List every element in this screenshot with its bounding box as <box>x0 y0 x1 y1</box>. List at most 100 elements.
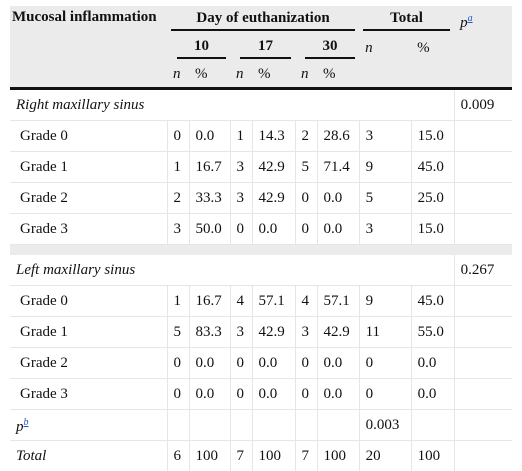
cell-p-empty <box>454 316 513 348</box>
row-label: Grade 3 <box>10 213 168 245</box>
cell-d10-pct: 0.0 <box>189 347 231 379</box>
footnote-b-link[interactable]: b <box>23 417 29 428</box>
cell-d10-pct: 16.7 <box>189 285 231 317</box>
day-17-label: 17 <box>240 38 291 59</box>
total-d10-pct: 100 <box>189 440 231 471</box>
section-header-row: Right maxillary sinus 0.009 <box>10 88 513 121</box>
pb-value: 0.003 <box>359 409 412 441</box>
table-row: Grade 1 1 16.7 3 42.9 5 71.4 9 45.0 <box>10 151 513 183</box>
cell-d10-n: 0 <box>167 120 190 152</box>
table-row: Grade 2 0 0.0 0 0.0 0 0.0 0 0.0 <box>10 347 513 379</box>
cell-p-empty <box>454 120 513 152</box>
pb-empty <box>295 409 318 441</box>
cell-tot-n: 3 <box>359 213 412 245</box>
cell-d10-n: 2 <box>167 182 190 214</box>
total-label: Total <box>10 440 168 471</box>
footnote-a-link[interactable]: a <box>467 12 473 24</box>
header-blank <box>10 35 167 61</box>
cell-p-empty <box>454 347 513 379</box>
cell-d30-n: 0 <box>295 182 318 214</box>
cell-d30-pct: 71.4 <box>317 151 360 183</box>
day-30-label: 30 <box>305 38 356 59</box>
section-p-value: 0.009 <box>453 88 513 121</box>
header-row-3: n % n % n % <box>10 61 513 90</box>
pb-label: pb <box>10 409 168 441</box>
cell-d17-pct: 42.9 <box>252 182 296 214</box>
cell-d10-pct: 0.0 <box>189 120 231 152</box>
section-gap <box>10 244 513 255</box>
cell-d10-n: 0 <box>167 378 190 410</box>
cell-tot-pct: 15.0 <box>411 213 455 245</box>
cell-d30-pct: 0.0 <box>317 378 360 410</box>
cell-d30-pct: 0.0 <box>317 182 360 214</box>
pb-row: pb 0.003 <box>10 409 513 441</box>
cell-d17-n: 3 <box>230 151 253 183</box>
cell-tot-pct: 55.0 <box>411 316 455 348</box>
day-group-header: Day of euthanization <box>167 6 360 35</box>
cell-d30-pct: 0.0 <box>317 347 360 379</box>
cell-d10-pct: 83.3 <box>189 316 231 348</box>
cell-p-empty <box>454 182 513 214</box>
cell-d10-pct: 50.0 <box>189 213 231 245</box>
section-title: Left maxillary sinus <box>10 255 455 286</box>
total-n-header: n <box>359 35 412 61</box>
table-row: Grade 2 2 33.3 3 42.9 0 0.0 5 25.0 <box>10 182 513 214</box>
cell-d30-n: 0 <box>295 378 318 410</box>
cell-d30-pct: 0.0 <box>317 213 360 245</box>
row-label: Grade 0 <box>10 285 168 317</box>
day-group-label: Day of euthanization <box>171 10 356 31</box>
cell-d30-n: 3 <box>295 316 318 348</box>
p-header: pa <box>454 6 513 35</box>
cell-d10-pct: 0.0 <box>189 378 231 410</box>
cell-d30-n: 2 <box>295 120 318 152</box>
pb-empty <box>317 409 360 441</box>
gap-cell <box>10 244 513 255</box>
cell-d17-pct: 42.9 <box>252 316 296 348</box>
cell-d30-pct: 57.1 <box>317 285 360 317</box>
row-label: Grade 1 <box>10 151 168 183</box>
section-title: Right maxillary sinus <box>10 88 455 121</box>
row-label: Grade 0 <box>10 120 168 152</box>
pb-empty <box>189 409 231 441</box>
header-blank-tn <box>359 61 412 90</box>
day-10-header: 10 <box>167 35 230 61</box>
cell-p-empty <box>454 378 513 410</box>
section-p-value: 0.267 <box>453 255 513 286</box>
cell-d30-pct: 28.6 <box>317 120 360 152</box>
table-row: Grade 3 0 0.0 0 0.0 0 0.0 0 0.0 <box>10 378 513 410</box>
cell-d17-pct: 0.0 <box>252 378 296 410</box>
cell-tot-pct: 0.0 <box>411 378 455 410</box>
total-group-label: Total <box>363 10 451 31</box>
cell-tot-n: 11 <box>359 316 412 348</box>
cell-d17-pct: 42.9 <box>252 151 296 183</box>
row-label: Grade 3 <box>10 378 168 410</box>
cell-d17-pct: 14.3 <box>252 120 296 152</box>
day-10-label: 10 <box>177 38 226 59</box>
pb-label-text: p <box>16 419 24 435</box>
cell-tot-n: 9 <box>359 151 412 183</box>
cell-p-empty <box>454 151 513 183</box>
total-pct-header: % <box>411 35 455 61</box>
row-label: Grade 2 <box>10 182 168 214</box>
cell-tot-pct: 25.0 <box>411 182 455 214</box>
d30-pct-header: % <box>317 61 360 90</box>
cell-d30-n: 0 <box>295 213 318 245</box>
cell-d17-n: 0 <box>230 347 253 379</box>
pb-empty <box>411 409 455 441</box>
section-header-row: Left maxillary sinus 0.267 <box>10 255 513 286</box>
table-row: Grade 0 0 0.0 1 14.3 2 28.6 3 15.0 <box>10 120 513 152</box>
total-d17-pct: 100 <box>252 440 296 471</box>
cell-d10-pct: 33.3 <box>189 182 231 214</box>
cell-d30-pct: 42.9 <box>317 316 360 348</box>
table-body: Right maxillary sinus 0.009 Grade 0 0 0.0 1 14… <box>10 88 513 471</box>
day-30-header: 30 <box>295 35 360 61</box>
total-p-empty <box>454 440 513 471</box>
total-tot-pct: 100 <box>411 440 455 471</box>
cell-d30-n: 4 <box>295 285 318 317</box>
cell-d17-n: 0 <box>230 378 253 410</box>
cell-p-empty <box>454 213 513 245</box>
cell-d17-pct: 0.0 <box>252 213 296 245</box>
cell-d30-n: 5 <box>295 151 318 183</box>
inflammation-table: Mucosal inflammation Day of euthanizatio… <box>10 6 513 471</box>
total-d30-pct: 100 <box>317 440 360 471</box>
